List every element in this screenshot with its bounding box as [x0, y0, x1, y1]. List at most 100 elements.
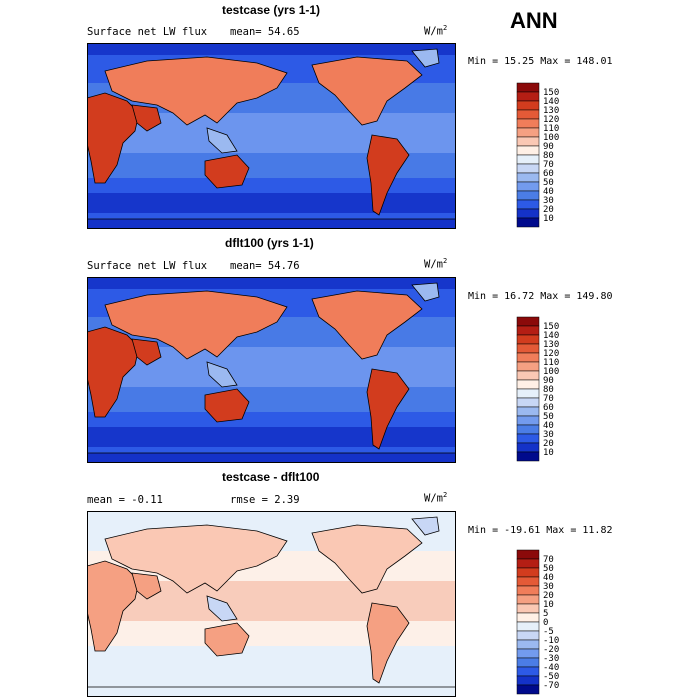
colorbar-tick-label: 110: [543, 124, 559, 134]
colorbar-tick-label: 100: [543, 133, 559, 143]
colorbar-tick-label: 70: [543, 394, 554, 404]
se-asia-outline: [206, 127, 238, 154]
panel-2-mean: mean= 54.76: [230, 260, 300, 272]
n-america-outline: [311, 524, 423, 594]
arabia-outline: [131, 572, 162, 600]
africa-outline: [87, 92, 140, 184]
colorbar-tick-label: 10: [543, 448, 554, 458]
colorbar-tick-label: 140: [543, 331, 559, 341]
colorbar-tick-label: 80: [543, 385, 554, 395]
australia-outline: [204, 154, 250, 189]
panel-2-variable: Surface net LW flux: [87, 260, 208, 272]
colorbar-swatch: [516, 145, 540, 156]
colorbar-swatch: [516, 118, 540, 129]
africa-outline: [87, 326, 140, 418]
colorbar-swatch: [516, 199, 540, 210]
s-america-outline: [366, 602, 410, 684]
colorbar-tick-label: 140: [543, 97, 559, 107]
colorbar-swatch: [516, 684, 540, 695]
panel-3-minmax: Min = -19.61 Max = 11.82: [468, 525, 613, 536]
colorbar-swatch: [516, 558, 540, 569]
antarctica-outline: [87, 452, 456, 463]
colorbar-swatch: [516, 172, 540, 183]
colorbar-tick-label: 0: [543, 618, 548, 628]
colorbar-tick-label: 130: [543, 106, 559, 116]
colorbar-swatch: [516, 630, 540, 641]
australia-outline: [204, 388, 250, 423]
colorbar-tick-label: 110: [543, 358, 559, 368]
colorbar-swatch: [516, 666, 540, 677]
colorbar-swatch: [516, 100, 540, 111]
colorbar-tick-label: 30: [543, 430, 554, 440]
colorbar-swatch: [516, 370, 540, 381]
colorbar-swatch: [516, 549, 540, 560]
colorbar-tick-label: 20: [543, 439, 554, 449]
colorbar-swatch: [516, 388, 540, 399]
colorbar-swatch: [516, 451, 540, 462]
colorbar-swatch: [516, 316, 540, 327]
colorbar-swatch: [516, 406, 540, 417]
colorbar-tick-label: 10: [543, 214, 554, 224]
panel-1-minmax: Min = 15.25 Max = 148.01: [468, 56, 613, 67]
australia-outline: [204, 622, 250, 657]
panel-3-mean: mean = -0.11: [87, 494, 163, 506]
colorbar-swatch: [516, 127, 540, 138]
colorbar-swatch: [516, 136, 540, 147]
panel-3-title: testcase - dflt100: [222, 470, 320, 484]
colorbar-tick-label: 30: [543, 582, 554, 592]
colorbar-swatch: [516, 217, 540, 228]
colorbar-swatch: [516, 91, 540, 102]
colorbar-swatch: [516, 442, 540, 453]
colorbar-tick-label: 70: [543, 160, 554, 170]
colorbar-tick-label: 5: [543, 609, 548, 619]
colorbar-swatch: [516, 190, 540, 201]
colorbar-swatch: [516, 343, 540, 354]
colorbar-tick-label: 150: [543, 322, 559, 332]
colorbar-swatch: [516, 567, 540, 578]
greenland-outline: [411, 282, 440, 302]
colorbar-tick-label: -10: [543, 636, 559, 646]
arabia-outline: [131, 338, 162, 366]
se-asia-outline: [206, 361, 238, 388]
colorbar-swatch: [516, 585, 540, 596]
s-america-outline: [366, 368, 410, 450]
panel-1-map: [87, 43, 456, 229]
colorbar-swatch: [516, 325, 540, 336]
colorbar-swatch: [516, 603, 540, 614]
greenland-outline: [411, 48, 440, 68]
n-america-outline: [311, 56, 423, 126]
greenland-outline: [411, 516, 440, 536]
arabia-outline: [131, 104, 162, 132]
panel-1-variable: Surface net LW flux: [87, 26, 208, 38]
colorbar-swatch: [516, 82, 540, 93]
colorbar-swatch: [516, 648, 540, 659]
colorbar-swatch: [516, 109, 540, 120]
colorbar-swatch: [516, 415, 540, 426]
colorbar-tick-label: 50: [543, 564, 554, 574]
colorbar-tick-label: 120: [543, 349, 559, 359]
colorbar-tick-label: -70: [543, 681, 559, 691]
colorbar-swatch: [516, 397, 540, 408]
colorbar-swatch: [516, 424, 540, 435]
colorbar-tick-label: 120: [543, 115, 559, 125]
colorbar-swatch: [516, 433, 540, 444]
colorbar-tick-label: 40: [543, 421, 554, 431]
panel-3-units: W/m2: [424, 491, 448, 505]
colorbar-tick-label: 20: [543, 205, 554, 215]
colorbar-tick-label: 10: [543, 600, 554, 610]
colorbar-tick-label: 90: [543, 142, 554, 152]
colorbar-tick-label: -5: [543, 627, 554, 637]
colorbar-swatch: [516, 594, 540, 605]
panel-1-title: testcase (yrs 1-1): [222, 3, 321, 17]
panel-2-title: dflt100 (yrs 1-1): [225, 236, 314, 250]
panel-2-map: [87, 277, 456, 463]
colorbar-swatch: [516, 361, 540, 372]
colorbar-tick-label: 20: [543, 591, 554, 601]
colorbar-swatch: [516, 352, 540, 363]
colorbar-tick-label: 50: [543, 412, 554, 422]
eurasia-outline: [104, 56, 288, 126]
se-asia-outline: [206, 595, 238, 622]
colorbar-tick-label: -40: [543, 663, 559, 673]
